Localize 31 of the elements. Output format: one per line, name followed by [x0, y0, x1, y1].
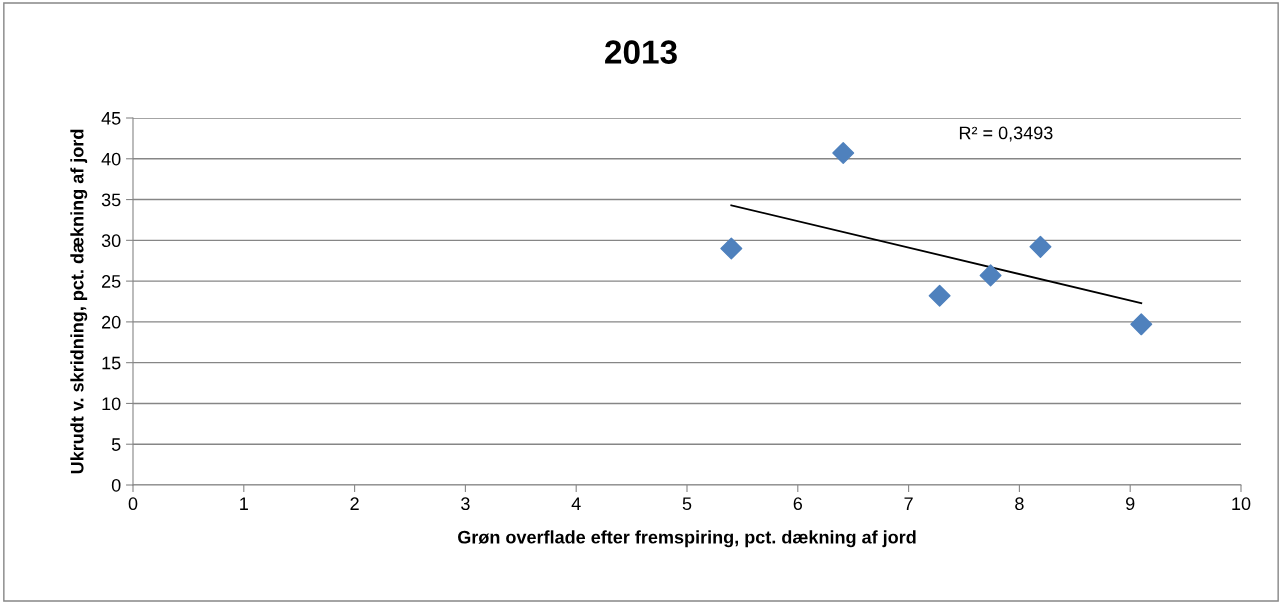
point: [720, 237, 743, 260]
y-axis-title: Ukrudt v. skridning, pct. dækning af jord: [70, 129, 88, 474]
x-tick-label: 9: [1126, 497, 1135, 511]
x-tick-label: 4: [571, 497, 581, 510]
x-tick-label: 6: [793, 497, 803, 511]
y-tick-label: 5: [111, 438, 121, 451]
point: [928, 284, 951, 307]
chart-title: 2013: [605, 40, 677, 64]
y-tick-label: 30: [101, 234, 121, 248]
annotation: R² = 0,3493: [959, 126, 1053, 142]
x-tick-label: 5: [682, 497, 692, 511]
x-tick-label: 2: [350, 497, 359, 510]
y-tick-label: 10: [102, 397, 121, 411]
y-tick-label: 45: [101, 112, 121, 125]
x-tick-label: 10: [1232, 497, 1251, 511]
x-tick-label: 3: [461, 497, 470, 511]
y-tick-label: 35: [101, 193, 121, 207]
x-axis-title: Grøn overflade efter fremspiring, pct. dækning af jord: [458, 530, 916, 548]
y-tick-label: 0: [111, 478, 121, 492]
point: [832, 142, 855, 165]
y-tick-label: 20: [102, 315, 121, 329]
x-tick-label: 0: [128, 497, 138, 511]
x-tick-label: 8: [1015, 497, 1024, 511]
x-tick-label: 7: [904, 497, 913, 510]
point: [1130, 313, 1153, 336]
y-tick-label: 25: [102, 275, 121, 288]
point: [979, 264, 1002, 287]
point: [1029, 235, 1052, 258]
y-tick-label: 40: [101, 152, 121, 166]
y-tick-label: 15: [102, 356, 121, 370]
x-tick-label: 1: [240, 497, 248, 510]
